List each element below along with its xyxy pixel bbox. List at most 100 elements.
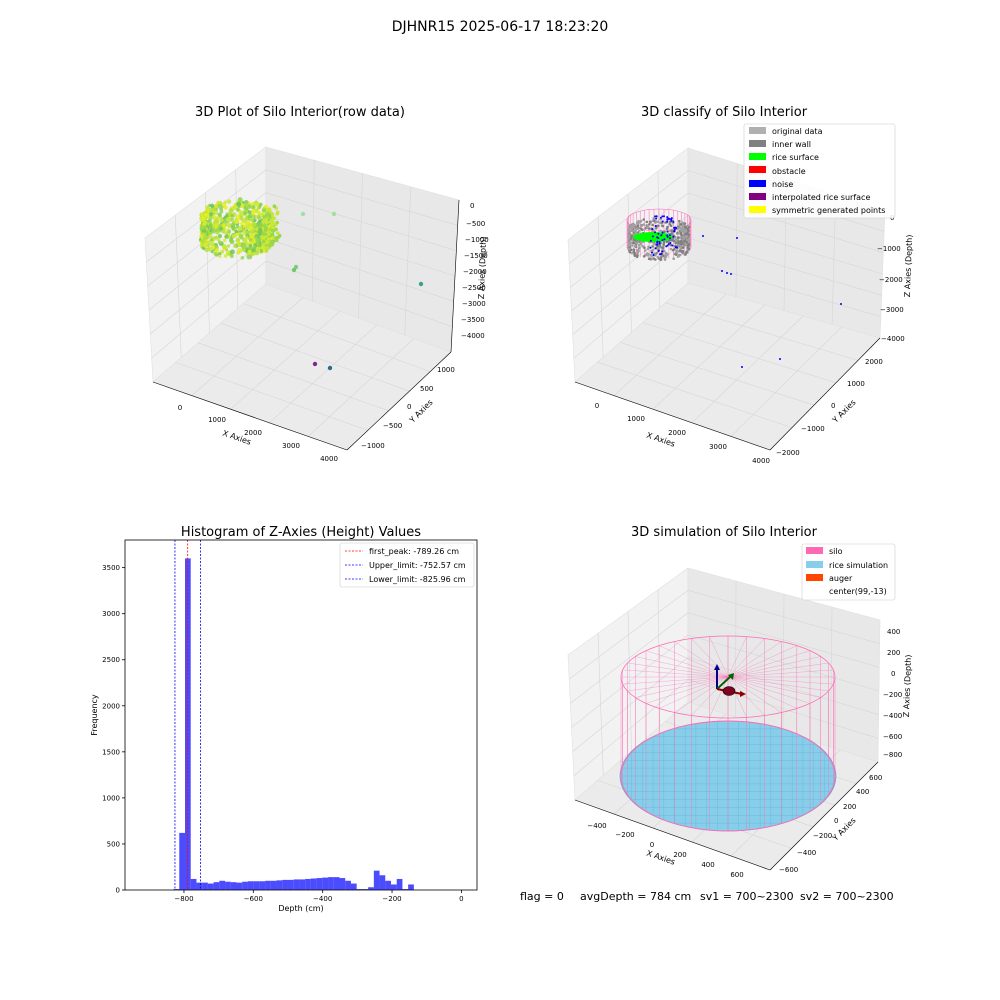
grid-line bbox=[687, 657, 879, 715]
legend-swatch-obstacle bbox=[749, 166, 766, 173]
silo-roof-line bbox=[622, 676, 729, 685]
noise-point bbox=[657, 250, 660, 252]
x-tick-label: 3000 bbox=[709, 443, 727, 451]
inner-wall-point bbox=[640, 224, 644, 227]
z-axis-label: Z Axies (Depth) bbox=[477, 236, 488, 299]
grid-line bbox=[191, 297, 304, 396]
z-tick-label: −400 bbox=[883, 712, 902, 720]
inner-wall-point bbox=[666, 253, 669, 256]
histogram-bar bbox=[179, 832, 185, 890]
z-tick-label: 200 bbox=[887, 649, 900, 657]
data-point bbox=[258, 224, 262, 229]
data-point bbox=[235, 214, 241, 220]
noise-point bbox=[649, 239, 652, 242]
z-axis-line bbox=[450, 199, 460, 353]
inner-wall-point bbox=[679, 247, 682, 250]
y-tick-label: 1000 bbox=[102, 794, 120, 802]
y-tick-label: 600 bbox=[869, 774, 882, 782]
inner-wall-point bbox=[632, 248, 636, 251]
x-tick-label: 600 bbox=[730, 871, 743, 879]
histogram-bar bbox=[368, 887, 374, 890]
inner-wall-point bbox=[653, 219, 656, 222]
grid-line bbox=[265, 238, 454, 302]
data-point bbox=[252, 214, 256, 219]
inner-wall-point bbox=[652, 257, 655, 260]
inner-wall-point bbox=[669, 247, 673, 251]
silo-roof-line bbox=[727, 676, 797, 709]
legend-frame bbox=[339, 542, 475, 588]
data-point bbox=[276, 231, 280, 235]
grid-line bbox=[597, 361, 793, 428]
silo-roof-line bbox=[709, 676, 729, 718]
noise-point bbox=[655, 217, 658, 220]
auger-glyph bbox=[714, 664, 746, 697]
data-point bbox=[256, 215, 262, 220]
y-tick-labels: −1000 −500 0 500 1000 bbox=[361, 366, 455, 450]
silo-roof-line bbox=[627, 676, 729, 692]
inner-wall-point bbox=[675, 249, 678, 253]
y-tick-label: 1000 bbox=[437, 366, 455, 374]
inner-wall-point bbox=[680, 240, 683, 243]
z-tick-label: 0 bbox=[891, 670, 895, 678]
legend-swatch-silo bbox=[806, 547, 823, 554]
data-point bbox=[251, 251, 256, 256]
silo-roof-line bbox=[727, 676, 834, 685]
inner-wall-point bbox=[633, 244, 637, 248]
silo-roof-line bbox=[674, 676, 729, 713]
inner-wall-point bbox=[634, 231, 637, 235]
inner-wall-point bbox=[664, 256, 667, 259]
legend-swatch-rice-surface bbox=[749, 153, 766, 160]
inner-wall-point bbox=[672, 239, 676, 243]
data-point bbox=[214, 248, 219, 253]
silo-rim bbox=[626, 208, 692, 232]
y-tick-label: −1000 bbox=[801, 425, 825, 433]
inner-wall-point bbox=[670, 238, 674, 242]
y-tick-label: 2500 bbox=[102, 656, 120, 664]
inner-wall-point bbox=[631, 223, 635, 226]
histogram-bar bbox=[236, 882, 243, 890]
grid-line bbox=[269, 324, 378, 424]
noise-point bbox=[666, 230, 669, 233]
silo-roof-line bbox=[635, 676, 729, 698]
inner-wall-point bbox=[630, 229, 634, 232]
panel-3d-classify: 3D classify of Silo Interior 0 1000 2000… bbox=[567, 105, 914, 465]
z-tick-label: −1000 bbox=[465, 236, 489, 244]
inner-wall-point bbox=[661, 246, 665, 250]
data-point bbox=[261, 231, 266, 236]
histogram-bar bbox=[196, 882, 203, 890]
data-point bbox=[255, 202, 260, 207]
inner-wall-point bbox=[648, 223, 651, 226]
histogram-bar bbox=[345, 880, 351, 890]
x-tick-label: 0 bbox=[459, 895, 463, 903]
data-point bbox=[240, 221, 244, 226]
noise-point bbox=[651, 251, 653, 254]
legend: first_peak: -789.26 cm Upper_limit: -752… bbox=[339, 542, 475, 588]
noise-point bbox=[656, 243, 659, 246]
noise-point bbox=[663, 215, 665, 218]
data-point bbox=[266, 230, 271, 235]
legend-swatch-symmetric-generated-points bbox=[749, 206, 766, 213]
inner-wall-point bbox=[636, 248, 639, 252]
inner-wall-point bbox=[630, 244, 634, 247]
y-tick-label: −200 bbox=[813, 832, 832, 840]
y-axis-line bbox=[769, 761, 879, 871]
silo-roof-line bbox=[627, 662, 729, 678]
silo-roof-line bbox=[622, 669, 729, 678]
noise-point bbox=[669, 242, 672, 244]
y-tick-labels: −2000 −1000 0 1000 2000 bbox=[776, 358, 883, 457]
noise-point bbox=[655, 215, 658, 218]
inner-wall-point bbox=[683, 240, 686, 243]
noise-point bbox=[661, 250, 664, 253]
inner-wall-point bbox=[686, 245, 690, 248]
data-point bbox=[208, 212, 213, 217]
inner-wall-point bbox=[655, 220, 658, 223]
legend-label: silo bbox=[829, 547, 843, 556]
z-tick-label: −500 bbox=[466, 220, 485, 228]
x-tick-label: 4000 bbox=[320, 455, 338, 463]
inner-wall-point bbox=[632, 225, 636, 229]
noise-point bbox=[666, 220, 669, 223]
x-tick-labels: 0 1000 2000 3000 4000 bbox=[178, 404, 338, 463]
inner-wall-point bbox=[654, 227, 658, 230]
data-point bbox=[208, 208, 213, 212]
classified-silo-cluster bbox=[626, 208, 692, 262]
